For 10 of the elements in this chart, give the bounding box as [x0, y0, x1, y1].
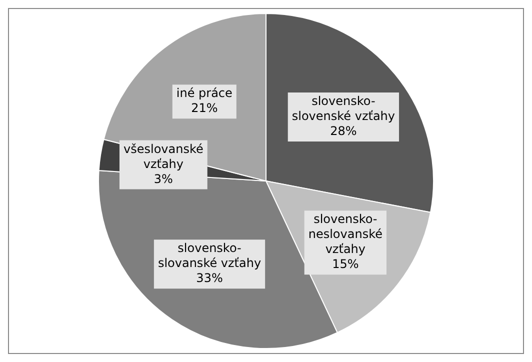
data-label: 3% — [154, 172, 173, 186]
data-label: 21% — [191, 101, 218, 116]
slice-label: iné práce — [176, 86, 232, 100]
data-label: 33% — [196, 271, 223, 286]
slice-label: slovensko-slovanské vzťahy — [158, 241, 262, 270]
slice-label: všeslovanské vzťahy — [123, 142, 204, 171]
slice-label: slovensko-slovenské vzťahy — [292, 94, 396, 124]
slice-label: slovensko-neslovanské vzťahy — [308, 212, 382, 256]
data-label: 15% — [332, 257, 359, 272]
data-label: 28% — [330, 124, 357, 138]
